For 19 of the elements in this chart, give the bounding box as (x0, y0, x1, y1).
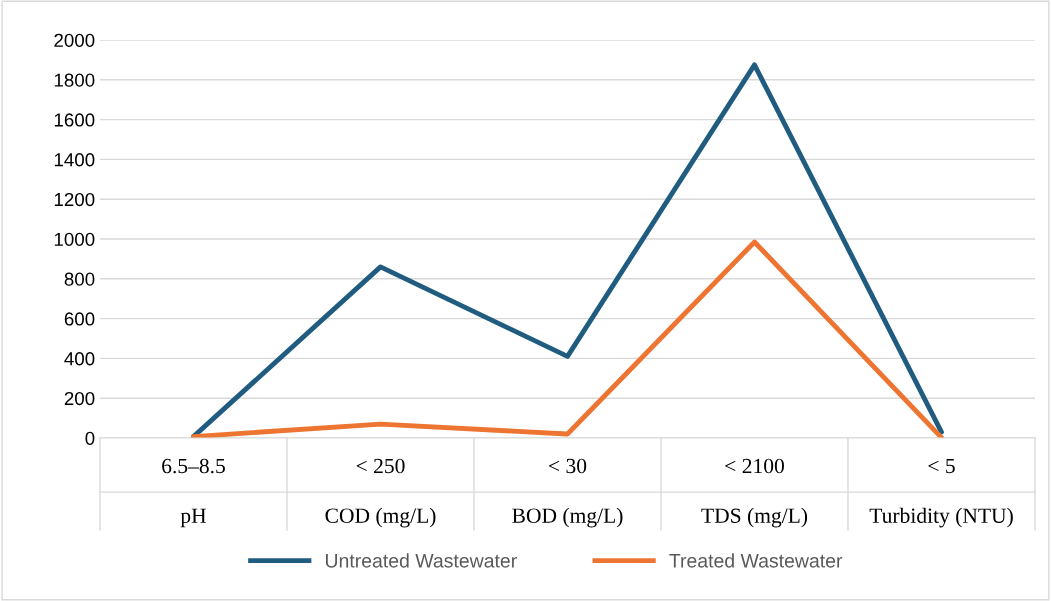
legend-label: Treated Wastewater (669, 553, 843, 568)
y-tick-label: 1400 (54, 153, 95, 167)
category-label: < 2100 TDS (mg/L) (701, 458, 808, 528)
y-tick-label: 2000 (54, 33, 95, 47)
category-label: < 5 Turbidity (NTU) (869, 458, 1013, 528)
y-tick-label: 1800 (54, 73, 95, 87)
y-tick-label: 200 (64, 391, 95, 406)
legend-label: Untreated Wastewater (325, 553, 517, 568)
category-label: < 250 COD (mg/L) (325, 458, 436, 528)
category-label: 6.5–8.5 pH (162, 458, 225, 528)
y-tick-label: 0 (85, 431, 95, 445)
y-tick-label: 1200 (54, 192, 95, 207)
line-series (191, 239, 944, 438)
category-label: < 30 BOD (mg/L) (512, 458, 623, 528)
y-tick-label: 600 (64, 312, 95, 326)
y-tick-label: 1000 (54, 232, 95, 246)
y-tick-label: 400 (64, 352, 95, 366)
y-tick-label: 800 (64, 272, 95, 286)
y-tick-label: 1600 (54, 113, 95, 127)
